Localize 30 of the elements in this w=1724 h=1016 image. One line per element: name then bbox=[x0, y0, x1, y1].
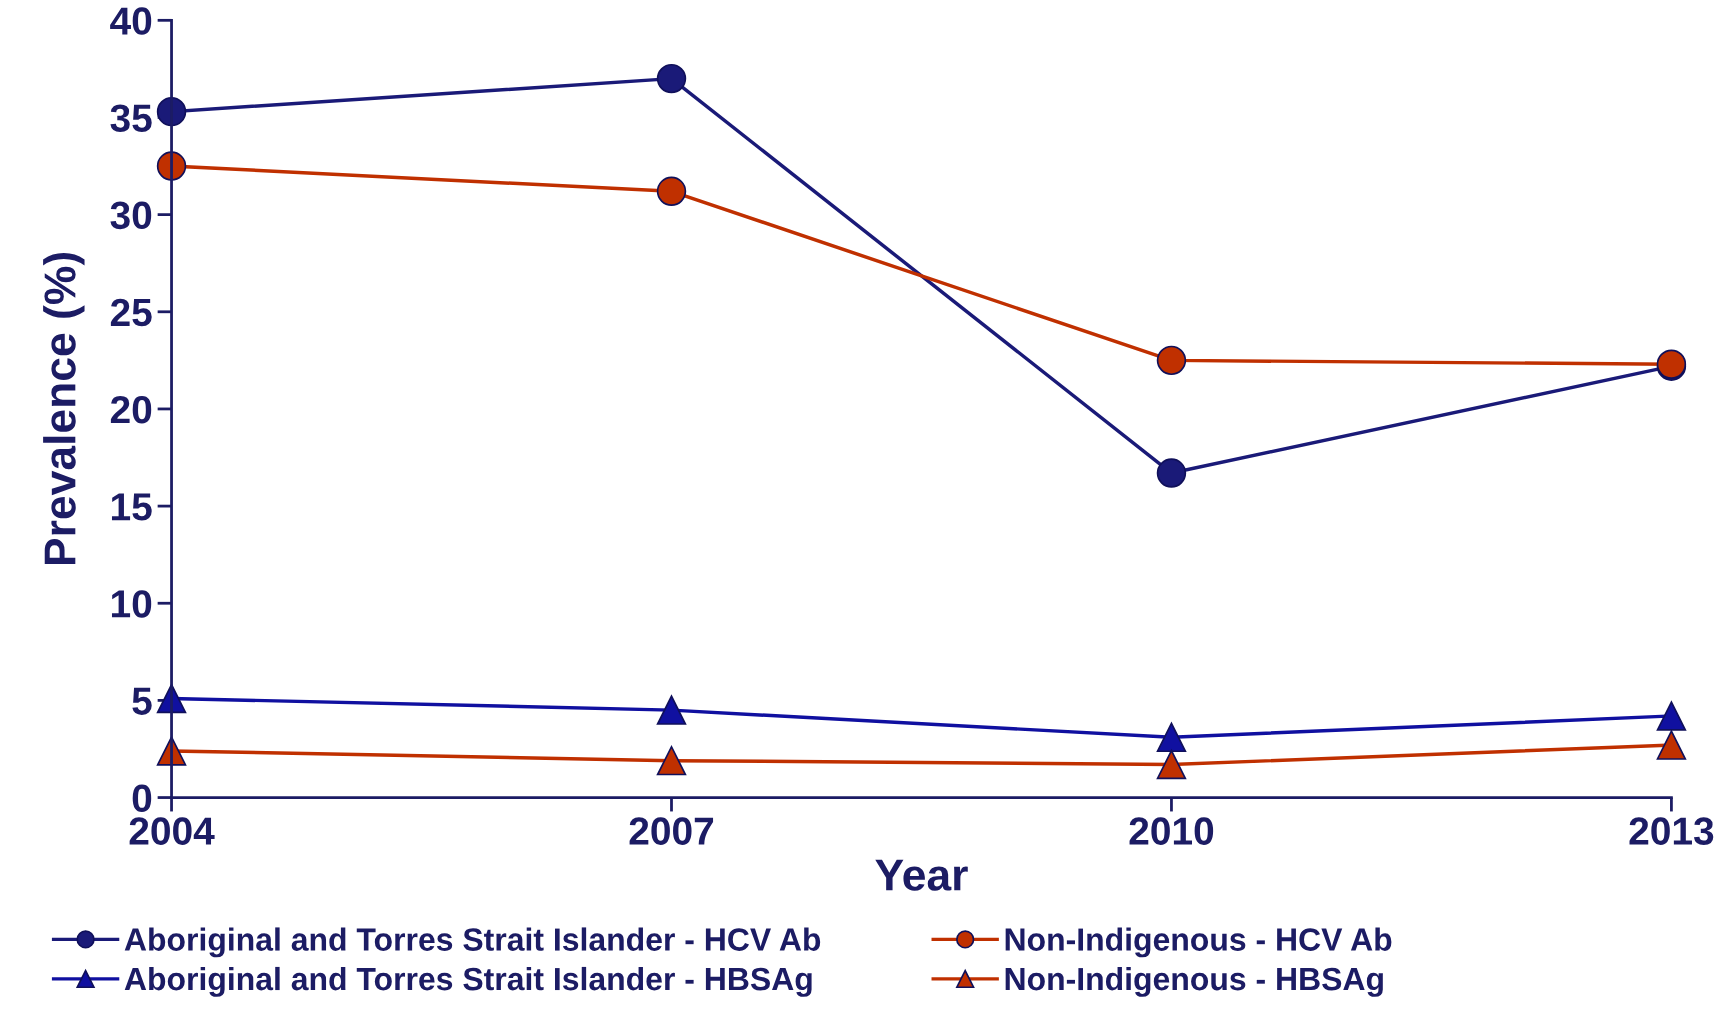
point bbox=[656, 176, 687, 207]
y-tick-label: 40 bbox=[110, 7, 152, 35]
point bbox=[1656, 730, 1687, 760]
point bbox=[656, 63, 687, 94]
y-tick-label: 20 bbox=[110, 395, 152, 424]
legend-label: Aboriginal and Torres Strait Islander - HBSAg bbox=[124, 966, 812, 997]
y-axis-title: Prevalence (%) bbox=[43, 253, 85, 565]
y-tick-label: 35 bbox=[110, 104, 152, 132]
point bbox=[656, 745, 687, 776]
point bbox=[1156, 345, 1187, 376]
legend-label: Aboriginal and Torres Strait Islander - HCV Ab bbox=[124, 927, 821, 958]
y-tick-label: 5 bbox=[132, 687, 152, 715]
y-tick-label: 10 bbox=[111, 590, 152, 618]
point bbox=[156, 96, 187, 127]
legend-label: Non-Indigenous - HBSAg bbox=[1005, 966, 1383, 997]
x-tick-label: 2004 bbox=[129, 817, 215, 845]
legend-label: Non-Indigenous - HCV Ab bbox=[1005, 927, 1392, 958]
point bbox=[1656, 701, 1687, 731]
x-tick-label: 2007 bbox=[629, 817, 714, 845]
x-tick-label: 2013 bbox=[1629, 817, 1714, 845]
y-tick-label: 15 bbox=[111, 493, 152, 521]
point bbox=[1156, 749, 1187, 780]
x-axis-title: Year bbox=[875, 859, 968, 891]
point bbox=[1156, 458, 1187, 488]
y-tick-label: 25 bbox=[110, 298, 152, 327]
y-tick-label: 0 bbox=[132, 784, 152, 813]
x-tick-label: 2010 bbox=[1129, 817, 1214, 845]
y-tick-label: 30 bbox=[110, 201, 152, 230]
point bbox=[656, 695, 687, 725]
point bbox=[1156, 722, 1187, 753]
